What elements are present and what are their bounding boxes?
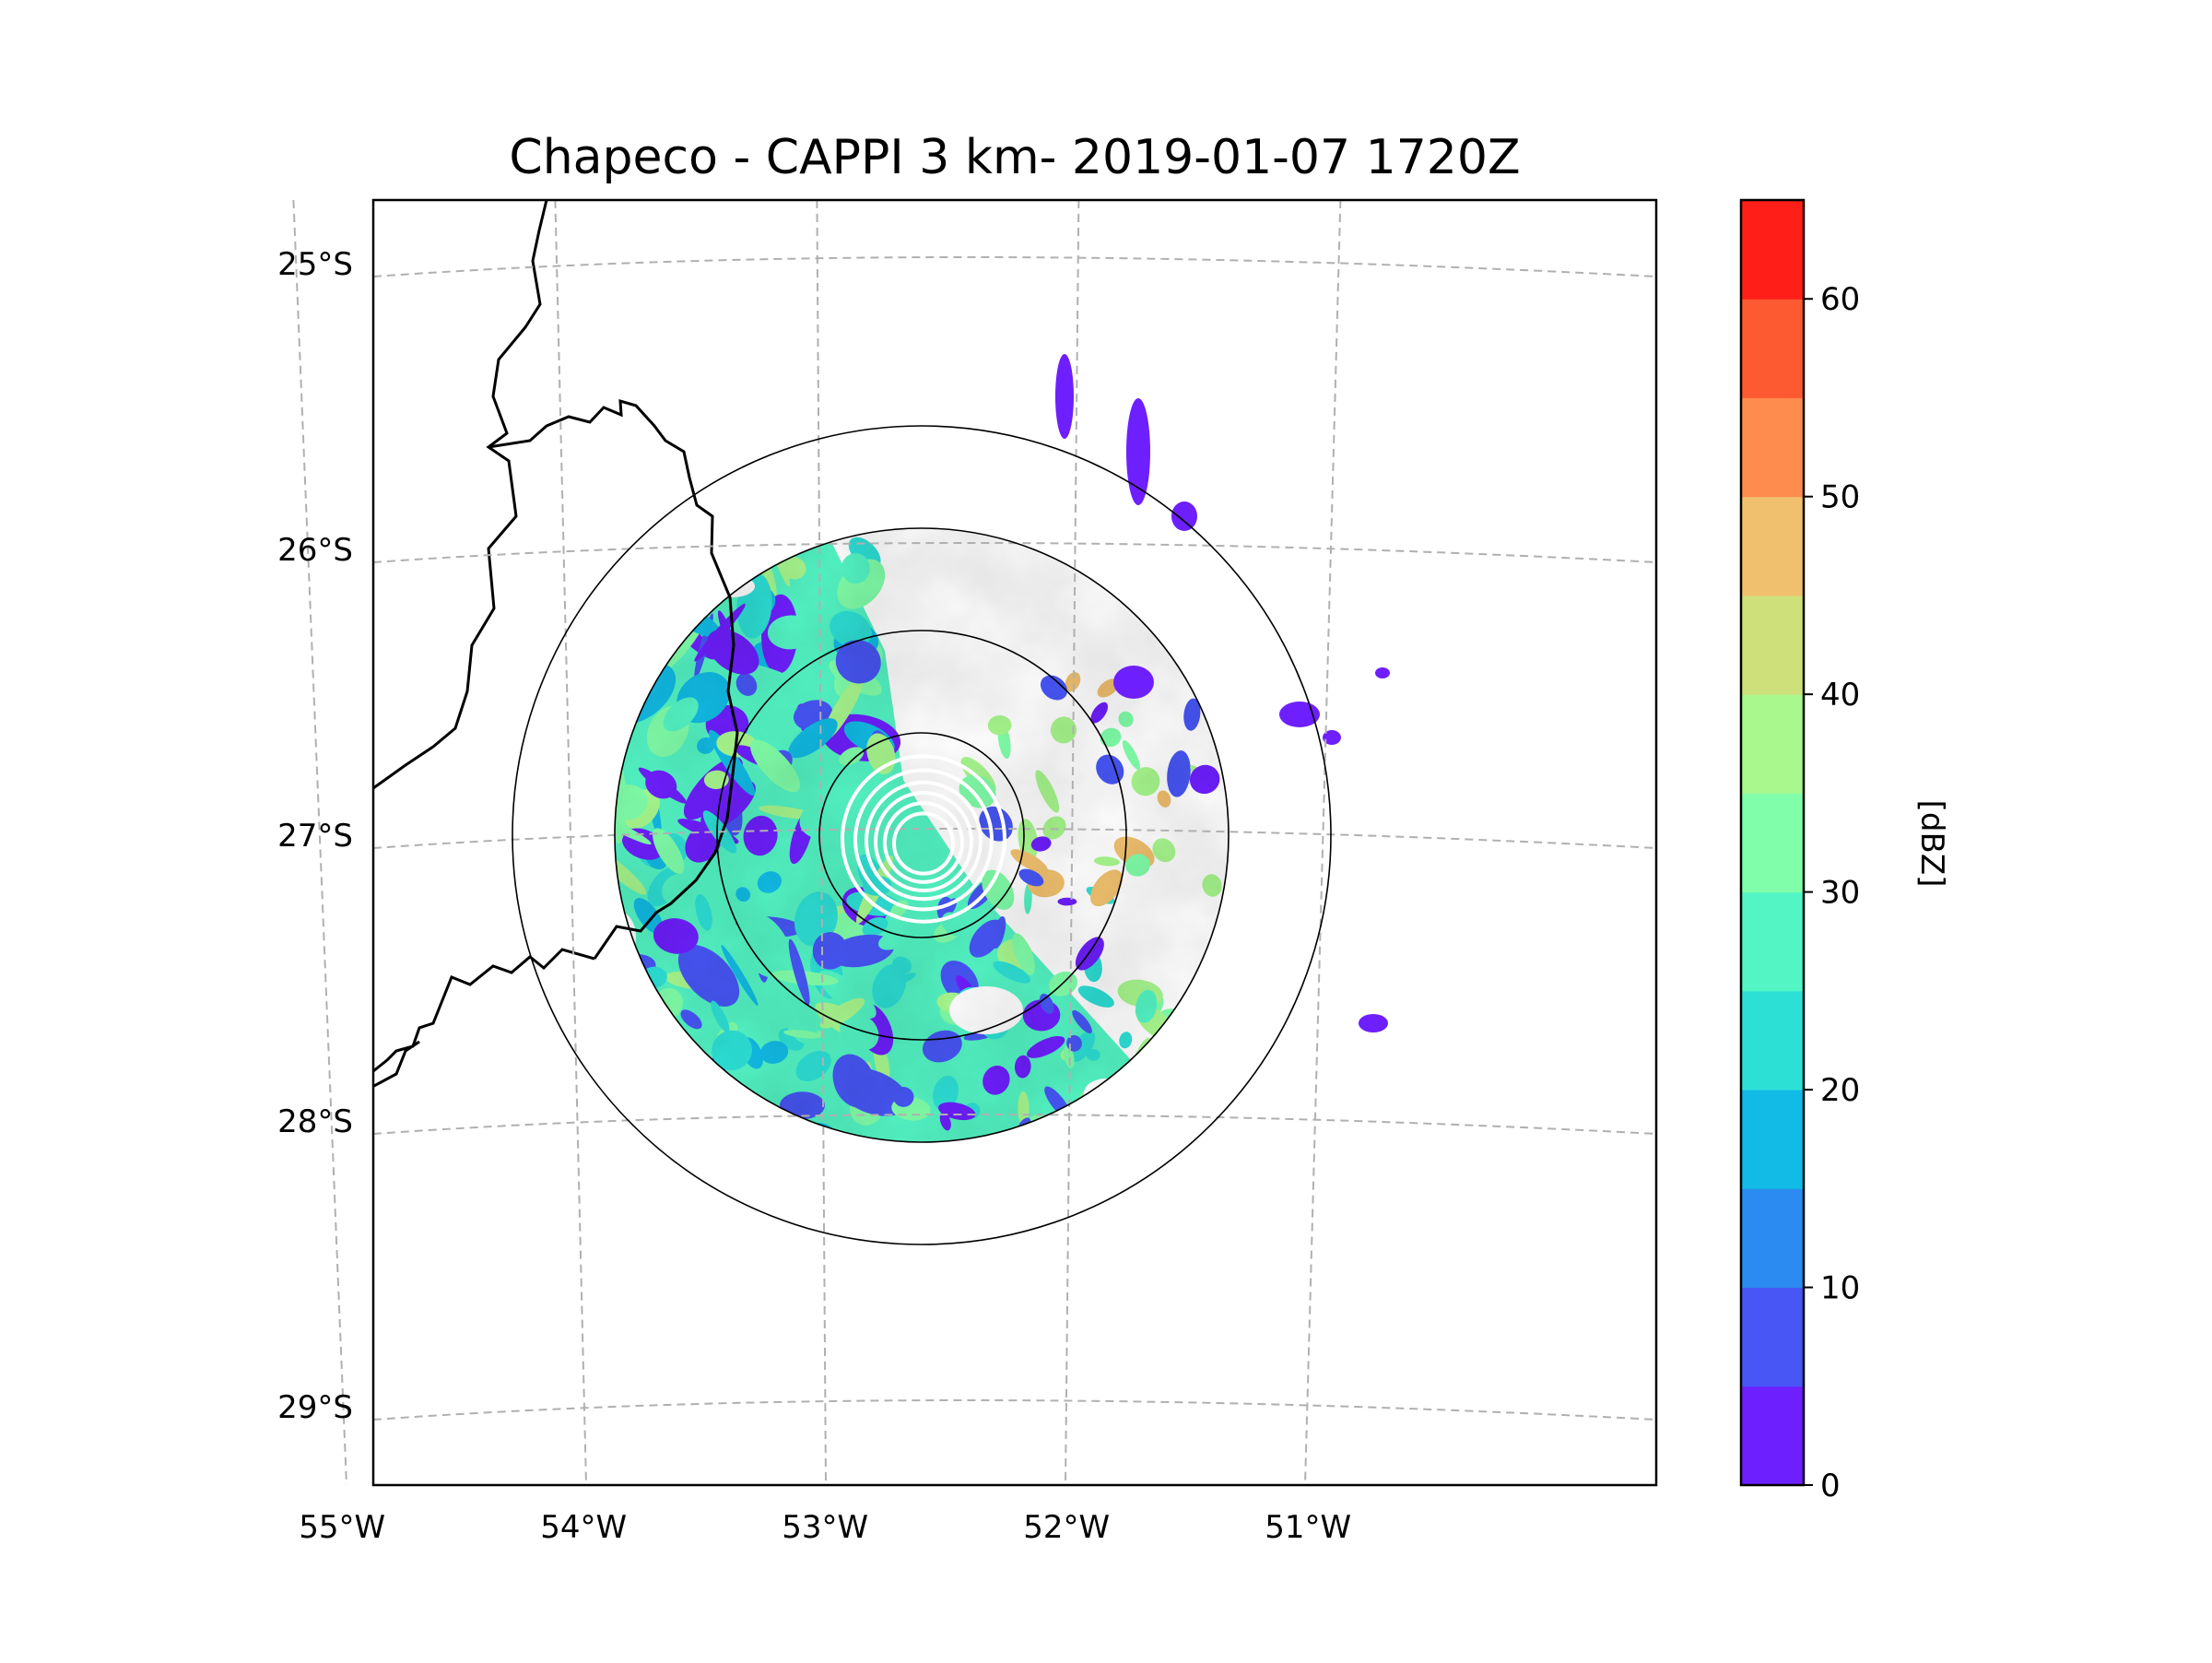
plot-frame (371, 198, 1658, 1487)
sparse-echo-7 (1359, 1014, 1388, 1032)
colorbar-label: [dBZ] (1913, 800, 1950, 888)
colorbar-bin-1 (1741, 1287, 1804, 1387)
colorbar-frame (1739, 198, 1806, 1487)
range-ring-200km (512, 425, 1332, 1245)
gridline-lon-4 (1304, 199, 1342, 1486)
y-tick-labels: 25°S 26°S 27°S 28°S 29°S (277, 246, 353, 1426)
y-tick-label-0: 25°S (277, 246, 353, 283)
gridline-lat-3 (372, 1114, 1657, 1135)
colorbar-bin-9 (1741, 496, 1804, 596)
x-tick-label-4: 51°W (1265, 1509, 1351, 1546)
colorbar-bin-10 (1741, 397, 1804, 498)
y-tick-label-2: 27°S (277, 818, 353, 855)
sparse-echo-1 (1126, 398, 1150, 505)
radar-site-rings (841, 754, 1006, 924)
gridline-lon-2 (816, 199, 827, 1486)
sparse-echo-3 (1279, 702, 1320, 727)
gridline-lon-1 (554, 199, 587, 1486)
range-rings (512, 425, 1332, 1245)
plot-area (373, 200, 1656, 1485)
range-ring-100km (716, 630, 1127, 1041)
range-ring-150km (614, 527, 1230, 1143)
colorbar-bin-3 (1741, 1090, 1804, 1189)
range-ring-50km (818, 732, 1025, 938)
colorbar-bin-7 (1741, 694, 1804, 794)
colorbar-bin-6 (1741, 793, 1804, 893)
gridlines (292, 199, 1657, 1486)
y-tick-label-4: 29°S (277, 1389, 353, 1426)
state-borders (373, 200, 739, 1089)
y-tick-label-1: 26°S (277, 532, 353, 569)
colorbar-bin-5 (1741, 891, 1804, 992)
colorbar-bin-12 (1741, 200, 1804, 300)
gridline-lat-0 (372, 256, 1657, 277)
sparse-echo-6 (1113, 666, 1154, 699)
colorbar-bin-11 (1741, 299, 1804, 398)
site-ring-3 (874, 790, 973, 893)
texture (615, 528, 1229, 1142)
gridline-lon-0 (292, 199, 347, 1486)
colorbar-bin-4 (1741, 990, 1804, 1091)
sparse-echo-2 (1171, 501, 1197, 531)
colorbar-tick-label-4: 40 (1820, 677, 1860, 714)
colorbar-tick-label-5: 50 (1820, 479, 1860, 516)
x-tick-labels: 55°W 54°W 53°W 52°W 51°W (299, 1509, 1351, 1546)
colorbar-tick-label-2: 20 (1820, 1072, 1860, 1109)
x-tick-label-3: 52°W (1023, 1509, 1110, 1546)
colorbar: 0 10 20 30 40 50 60 (1739, 198, 1860, 1504)
site-ring-4 (883, 801, 964, 884)
x-tick-label-2: 53°W (782, 1509, 868, 1546)
x-tick-label-1: 54°W (540, 1509, 627, 1546)
state-border-north (488, 398, 739, 960)
colorbar-tick-label-0: 0 (1820, 1468, 1841, 1504)
site-ring-2 (865, 780, 982, 902)
site-ring-0 (841, 754, 1006, 924)
gridline-lat-1 (372, 542, 1657, 563)
country-border (373, 200, 548, 790)
colorbar-tick-label-6: 60 (1820, 281, 1860, 318)
sparse-echo-4 (1323, 730, 1341, 745)
y-tick-label-3: 28°S (277, 1103, 353, 1140)
gridline-lon-3 (1065, 199, 1080, 1486)
state-border-south (373, 948, 595, 1089)
sparse-echo-0 (1055, 354, 1074, 439)
colorbar-bin-0 (1741, 1386, 1804, 1486)
colorbar-tick-label-1: 10 (1820, 1270, 1860, 1307)
colorbar-bin-2 (1741, 1188, 1804, 1289)
chart-title: Chapeco - CAPPI 3 km- 2019-01-07 1720Z (509, 130, 1520, 185)
gridline-lat-4 (372, 1399, 1657, 1421)
x-tick-label-0: 55°W (299, 1509, 385, 1546)
site-ring-5 (892, 811, 955, 876)
sparse-echo-5 (1375, 667, 1390, 678)
site-ring-1 (853, 768, 994, 912)
colorbar-bin-8 (1741, 595, 1804, 695)
colorbar-tick-label-3: 30 (1820, 875, 1860, 912)
